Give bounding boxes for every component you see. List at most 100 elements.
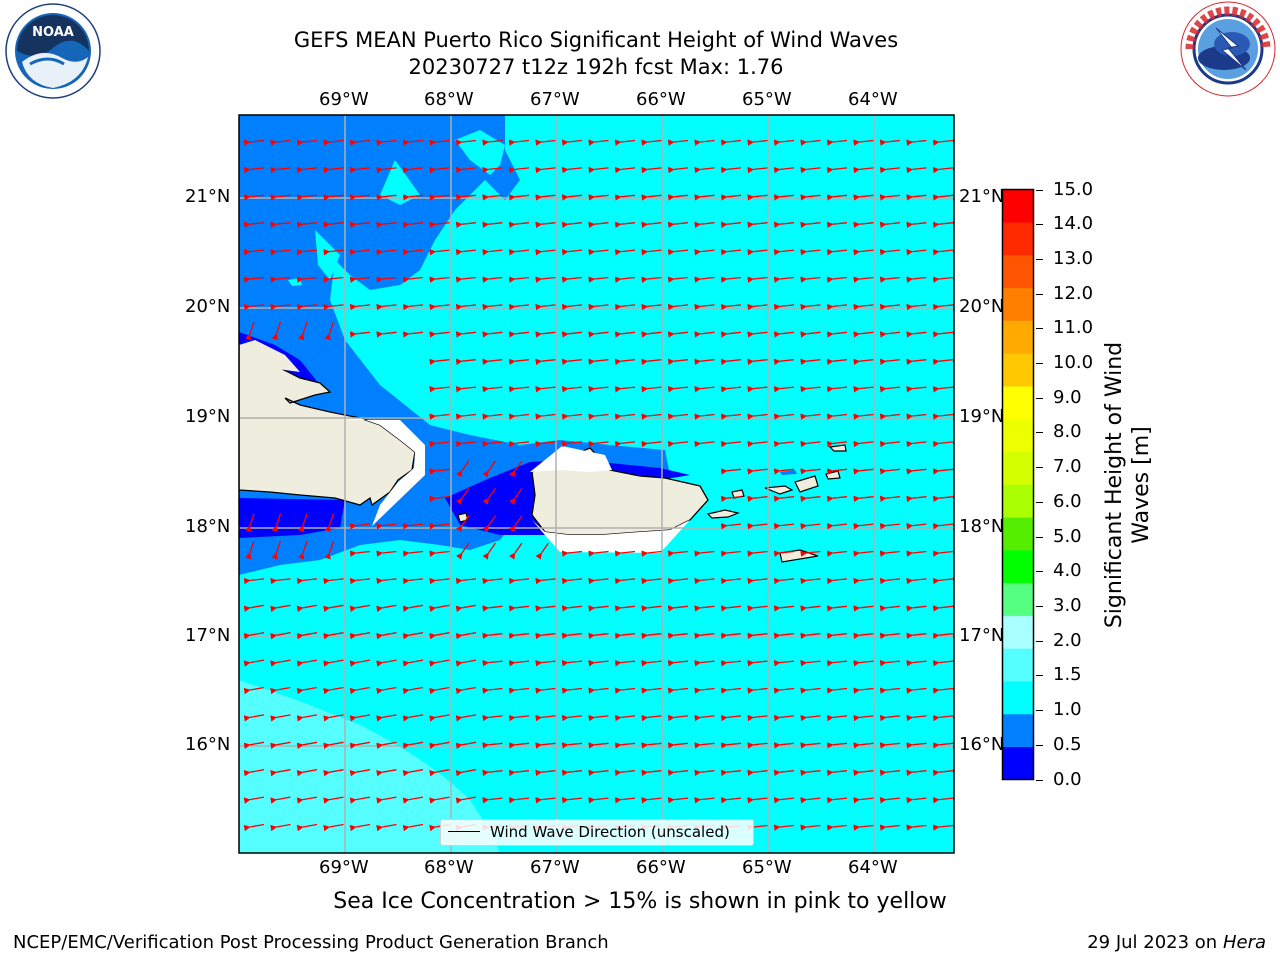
wave-direction-arrow [667, 303, 689, 311]
wave-direction-arrow [667, 577, 689, 585]
wave-direction-arrow [561, 440, 583, 448]
wave-direction-arrow [376, 823, 397, 832]
colorbar-tick-mark [1036, 536, 1043, 538]
wave-direction-arrow [879, 522, 901, 530]
colorbar-bin [1002, 648, 1034, 682]
wave-direction-arrow [429, 139, 450, 146]
wave-direction-arrow [402, 194, 424, 201]
wave-direction-arrow [271, 540, 282, 560]
wave-direction-arrow [429, 331, 450, 338]
wave-direction-arrow [747, 303, 768, 311]
wave-direction-arrow [349, 194, 371, 201]
wave-direction-arrow [588, 714, 609, 722]
wave-direction-arrow [588, 221, 609, 229]
wave-direction-arrow [376, 550, 397, 557]
colorbar-bin [1002, 222, 1034, 256]
wave-direction-arrow [535, 276, 556, 283]
wave-direction-arrow [535, 358, 556, 366]
wave-direction-arrow [641, 714, 662, 722]
wave-direction-arrow [614, 303, 636, 311]
wave-direction-arrow [270, 221, 291, 229]
footer-date: 29 Jul 2023 on Hera [1087, 932, 1266, 953]
wave-direction-arrow [376, 741, 397, 750]
wave-direction-arrow [800, 358, 821, 366]
wave-direction-arrow [773, 659, 795, 667]
wave-direction-arrow [349, 577, 371, 585]
wave-direction-arrow [482, 413, 503, 420]
wave-direction-arrow [508, 166, 530, 174]
wave-direction-arrow [429, 194, 450, 201]
wave-direction-arrow [455, 487, 470, 505]
wave-direction-arrow [298, 513, 308, 533]
wave-direction-arrow [667, 276, 689, 283]
wave-direction-arrow [614, 769, 636, 777]
wave-direction-arrow [773, 769, 795, 777]
wave-direction-arrow [588, 358, 609, 366]
wave-direction-arrow [773, 687, 795, 694]
wave-direction-arrow [535, 659, 556, 667]
wave-direction-arrow [932, 577, 954, 585]
wave-direction-arrow [747, 440, 768, 448]
wave-direction-arrow [376, 769, 397, 777]
wave-direction-arrow [535, 577, 556, 585]
wave-direction-arrow [906, 248, 927, 256]
lat-label-right: 16°N [959, 734, 1005, 755]
wave-direction-arrow [482, 687, 503, 694]
colorbar-bin [1002, 418, 1034, 453]
wave-direction-arrow [747, 331, 768, 338]
wave-direction-arrow [561, 687, 583, 694]
wave-direction-arrow [508, 358, 530, 366]
colorbar-bin [1002, 353, 1034, 387]
wave-direction-arrow [561, 276, 583, 283]
noaa-logo-text: NOAA [32, 25, 74, 40]
wave-direction-arrow [561, 659, 583, 667]
wave-direction-arrow [296, 823, 318, 832]
wave-direction-arrow [270, 686, 291, 695]
wave-direction-arrow [773, 194, 795, 201]
wave-direction-arrow [588, 605, 609, 612]
wave-direction-arrow [482, 796, 503, 804]
wave-direction-arrow [826, 166, 848, 174]
wave-direction-arrow [323, 659, 344, 667]
wave-direction-arrow [561, 358, 583, 366]
wave-direction-arrow [429, 248, 450, 256]
colorbar-tick-label: 0.5 [1053, 733, 1082, 755]
wave-direction-arrow [614, 276, 636, 283]
wave-direction-arrow [906, 742, 927, 749]
wave-direction-arrow [720, 221, 742, 229]
wave-direction-arrow [906, 550, 927, 557]
wave-direction-arrow [296, 714, 318, 722]
wave-direction-arrow [402, 632, 424, 640]
wave-direction-arrow [826, 550, 848, 557]
wave-direction-arrow [296, 276, 318, 283]
wave-direction-arrow [879, 714, 901, 722]
wave-direction-arrow [323, 276, 344, 283]
wave-direction-arrow [588, 742, 609, 749]
wave-direction-arrow [429, 604, 450, 613]
wave-direction-arrow [747, 166, 768, 174]
wave-direction-arrow [773, 440, 795, 448]
wave-direction-arrow [826, 605, 848, 612]
legend-line-swatch [448, 831, 480, 832]
wave-direction-arrow [800, 659, 821, 667]
wave-direction-arrow [932, 742, 954, 749]
wave-direction-arrow [800, 331, 821, 338]
colorbar-tick-mark [1036, 432, 1043, 434]
wave-direction-arrow [747, 769, 768, 777]
wave-direction-arrow [720, 605, 742, 612]
colorbar-bin [1002, 713, 1034, 748]
wave-direction-arrow [535, 769, 556, 777]
wave-direction-arrow [455, 221, 477, 229]
lat-label-right: 20°N [959, 296, 1005, 317]
wave-direction-arrow [853, 276, 874, 283]
wave-direction-arrow [906, 687, 927, 694]
wave-direction-arrow [906, 769, 927, 777]
wave-direction-arrow [932, 303, 954, 311]
wave-direction-arrow [588, 659, 609, 667]
lat-label-left: 16°N [185, 734, 231, 755]
wave-direction-arrow [694, 577, 715, 585]
wave-direction-arrow [800, 194, 821, 201]
wave-direction-arrow [773, 495, 795, 503]
lon-label-bottom: 64°W [848, 857, 898, 878]
wave-direction-arrow [243, 577, 265, 585]
